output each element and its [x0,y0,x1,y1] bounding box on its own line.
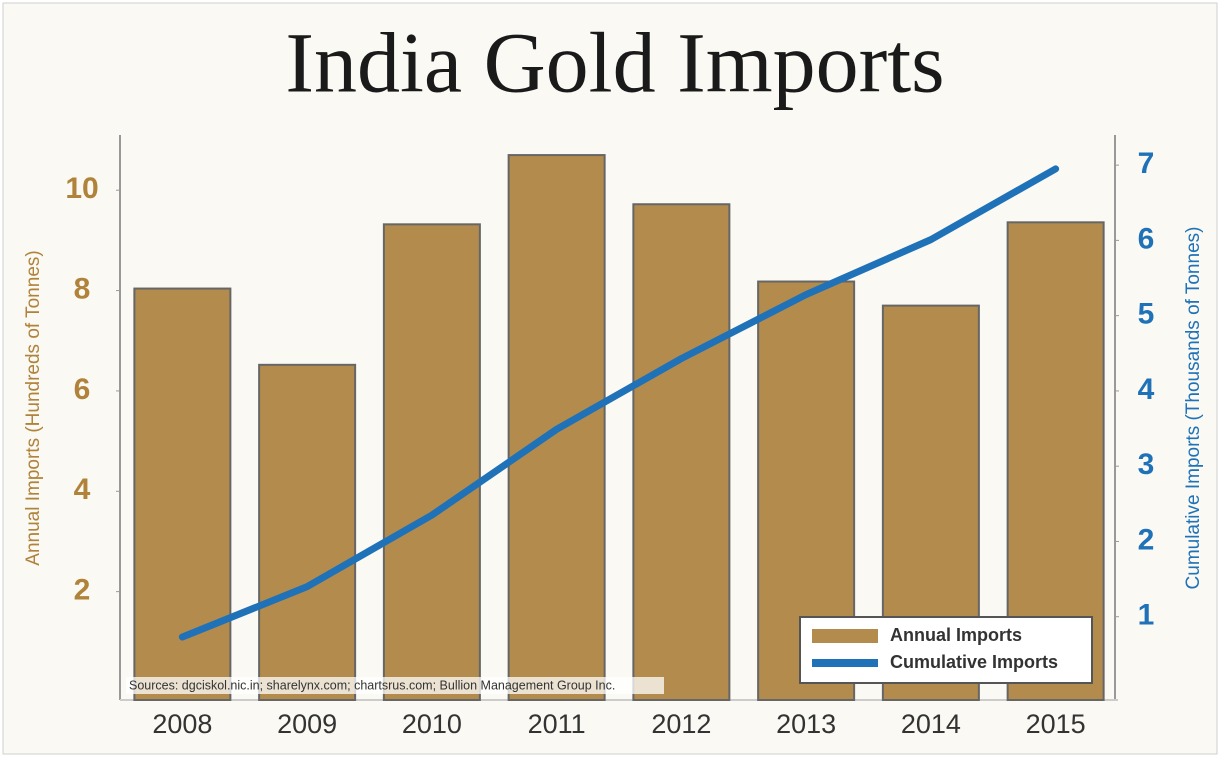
bar [382,223,481,702]
y-tick-label: 10 [65,172,98,205]
y-tick-label: 4 [74,473,91,506]
y-tick-label: 6 [74,373,91,406]
x-tick-label: 2015 [1026,709,1086,739]
bar [632,203,731,701]
y2-tick-label: 6 [1138,222,1155,255]
x-tick-label: 2012 [651,709,711,739]
bar [133,287,232,701]
legend-box [799,616,1093,684]
source-note: Sources: dgciskol.nic.in; sharelynx.com;… [129,678,615,692]
legend-label: Cumulative Imports [890,652,1058,672]
x-tick-label: 2014 [901,709,961,739]
y2-tick-label: 4 [1138,373,1155,406]
source-bg [126,677,664,694]
x-tick-label: 2009 [277,709,337,739]
x-tick-label: 2008 [152,709,212,739]
y-tick-label: 2 [74,574,91,607]
x-tick-label: 2013 [776,709,836,739]
legend-swatch [812,629,878,643]
x-tick-label: 2011 [528,709,586,739]
y-axis-label: Annual Imports (Hundreds of Tonnes) [23,250,44,565]
legend-label: Annual Imports [890,625,1022,645]
bar [258,363,357,701]
y2-tick-label: 1 [1138,599,1155,632]
y-tick-label: 8 [74,272,91,305]
y2-tick-label: 3 [1138,448,1155,481]
y2-tick-label: 7 [1138,147,1155,180]
y2-tick-label: 2 [1138,523,1155,556]
y2-tick-label: 5 [1138,298,1155,331]
line [178,165,1060,641]
x-tick-label: 2010 [402,709,462,739]
chart-title: India Gold Imports [285,15,944,111]
y2-axis-label: Cumulative Imports (Thousands of Tonnes) [1183,227,1204,590]
